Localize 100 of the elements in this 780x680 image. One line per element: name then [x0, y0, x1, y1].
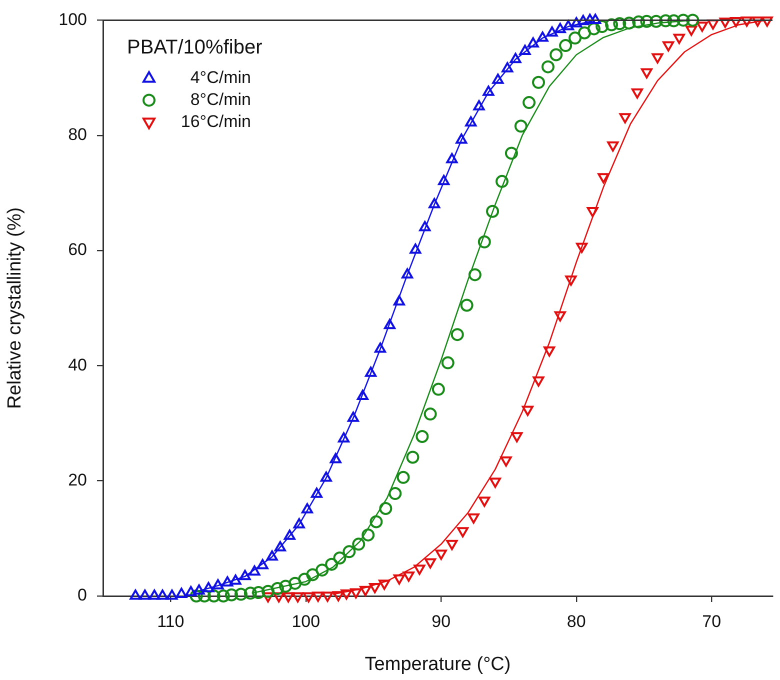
point [293, 518, 305, 528]
point [230, 574, 242, 585]
point [424, 408, 437, 421]
point [330, 453, 342, 464]
point [502, 62, 514, 72]
point [527, 37, 539, 48]
point [350, 588, 362, 598]
point [522, 96, 536, 110]
point [478, 496, 490, 507]
point [410, 243, 422, 254]
point [457, 527, 469, 538]
x-tick-label: 70 [702, 612, 722, 631]
point [465, 116, 477, 126]
point [438, 174, 450, 186]
point [384, 318, 396, 330]
point [605, 18, 618, 32]
point [130, 590, 142, 600]
point [342, 545, 356, 558]
point [356, 390, 368, 400]
point [207, 590, 220, 602]
point [292, 592, 304, 602]
point [310, 488, 322, 498]
point [202, 582, 214, 592]
point [333, 551, 346, 564]
point [301, 503, 313, 514]
point [198, 590, 211, 602]
point [504, 146, 518, 160]
point [432, 382, 445, 396]
point [347, 412, 359, 422]
x-tick-label: 100 [292, 612, 320, 631]
point [478, 235, 491, 248]
point [256, 558, 268, 570]
point [495, 174, 508, 188]
point [468, 513, 480, 524]
point [587, 22, 600, 36]
point [224, 588, 238, 602]
point [298, 572, 312, 586]
point [570, 17, 582, 28]
point [396, 470, 410, 484]
legend-label: 4°C/min [190, 68, 251, 87]
point [262, 592, 274, 602]
y-tick-label: 60 [68, 240, 87, 260]
point [541, 60, 554, 74]
x-tick-label: 80 [566, 612, 586, 631]
point [362, 528, 375, 542]
point [316, 564, 329, 577]
point [282, 592, 294, 602]
point [156, 590, 168, 600]
y-tick-label: 40 [68, 355, 87, 374]
point [613, 17, 626, 30]
point [352, 538, 366, 551]
point [568, 32, 582, 45]
point [650, 14, 663, 28]
point [340, 589, 352, 600]
point [360, 586, 372, 596]
point [402, 268, 414, 278]
point [486, 204, 500, 218]
point [193, 584, 205, 595]
point [492, 74, 504, 84]
y-tick-label: 100 [58, 10, 87, 29]
y-tick-label: 20 [68, 470, 87, 490]
point [473, 100, 485, 110]
point [234, 588, 248, 601]
point [546, 26, 558, 37]
point [416, 430, 429, 444]
x-axis-title: Temperature (°C) [364, 654, 511, 675]
point [252, 586, 266, 600]
point [374, 342, 386, 353]
point [578, 26, 591, 40]
point [640, 14, 654, 28]
point [190, 590, 203, 602]
point [325, 558, 338, 571]
y-tick-label: 80 [68, 125, 87, 144]
point [435, 550, 447, 560]
legend-label: 8°C/min [190, 90, 251, 109]
point [450, 328, 464, 342]
point [176, 588, 188, 598]
point [393, 574, 405, 585]
y-tick-label: 0 [78, 586, 87, 605]
point [676, 14, 690, 27]
point [369, 583, 381, 594]
point [248, 565, 260, 576]
point [590, 14, 602, 24]
point [365, 366, 377, 377]
x-tick-label: 110 [157, 612, 184, 631]
point [632, 15, 646, 28]
point [338, 432, 350, 443]
point [266, 550, 278, 561]
point [312, 592, 324, 602]
point [414, 564, 426, 575]
point [562, 20, 574, 30]
point [550, 48, 563, 62]
point [456, 133, 468, 144]
y-axis-title: Relative crystallinity (%) [4, 207, 26, 409]
point [532, 76, 546, 89]
point [622, 16, 636, 30]
point [667, 14, 680, 28]
point [279, 580, 292, 593]
point [536, 32, 548, 42]
point [322, 592, 334, 602]
